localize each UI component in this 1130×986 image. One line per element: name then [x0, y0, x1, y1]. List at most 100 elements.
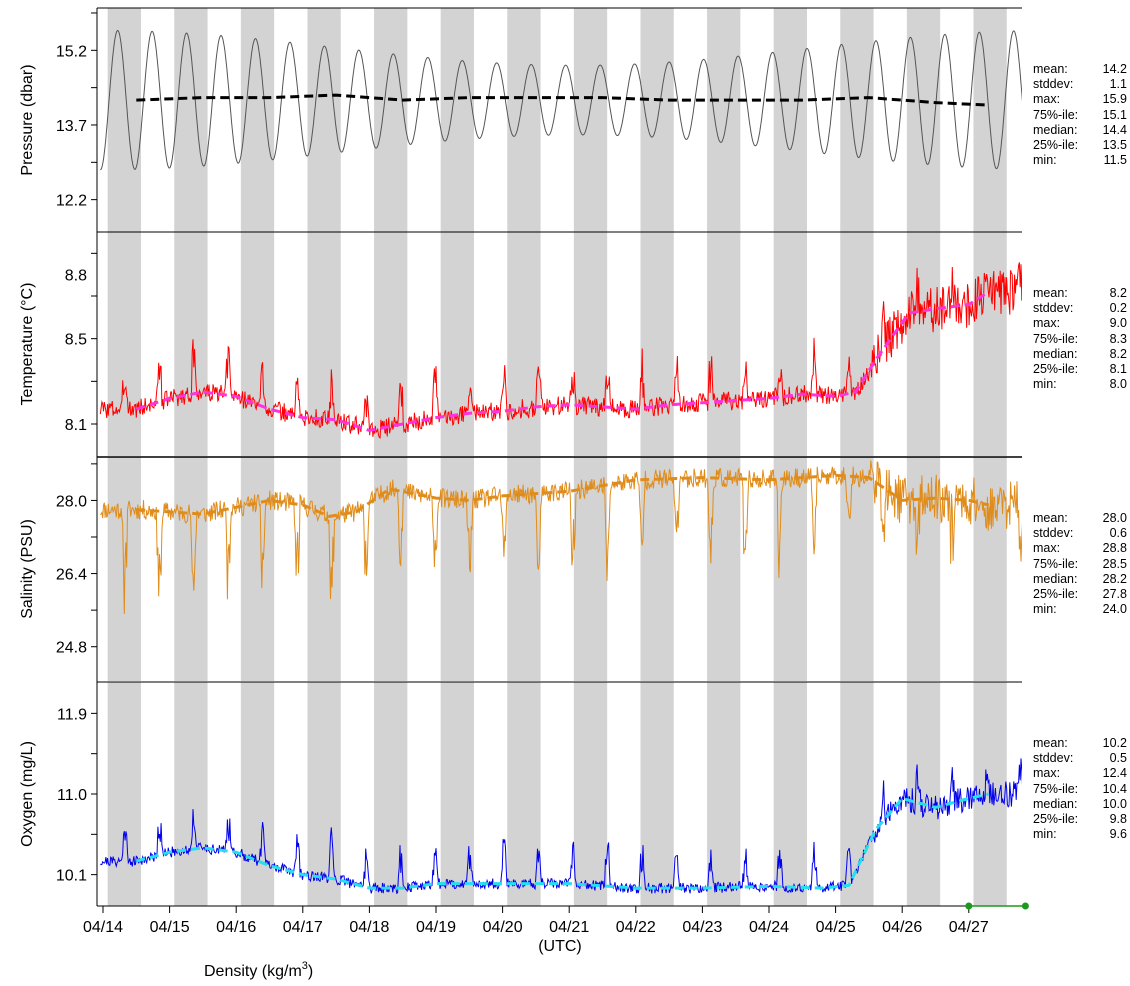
- shade-band: [840, 8, 874, 232]
- y-tick-label: 8.8: [65, 268, 87, 285]
- x-tick-label: 04/23: [682, 919, 722, 936]
- stats-value: 8.1: [1109, 362, 1127, 377]
- stats-value: 14.4: [1102, 122, 1127, 137]
- stats-row: median: 14.4: [1033, 123, 1127, 138]
- shade-band: [773, 232, 807, 456]
- stats-key: median:: [1033, 346, 1078, 361]
- stats-value: 8.2: [1109, 346, 1127, 361]
- shade-band: [773, 8, 807, 232]
- shade-band: [440, 682, 474, 906]
- stats-value: 27.8: [1102, 587, 1127, 602]
- shade-band: [840, 457, 874, 681]
- x-tick-label: 04/16: [216, 919, 256, 936]
- stats-oxygen: mean: 10.2 stddev: 0.5 max: 12.4 75%-ile: 10.4 m…: [1033, 736, 1127, 842]
- stats-pressure: mean: 14.2 stddev: 1.1 max: 15.9 75%-ile: 15.1 m…: [1033, 62, 1127, 168]
- shade-band: [707, 8, 741, 232]
- panel-oxygen: 10.1 11.0 11.9 Oxygen (mg/L): [19, 681, 1022, 906]
- shade-band: [973, 8, 1007, 232]
- stats-value: 8.2: [1109, 286, 1127, 300]
- stats-row: 25%-ile: 27.8: [1033, 587, 1127, 602]
- shade-band: [107, 232, 141, 456]
- stats-row: min: 11.5: [1033, 153, 1127, 168]
- series-temperature-raw: [99, 262, 1022, 439]
- stats-row: 25%-ile: 13.5: [1033, 138, 1127, 153]
- stats-row: stddev: 0.2: [1033, 301, 1127, 316]
- y-tick-label: 11.0: [57, 787, 87, 804]
- shade-band: [507, 232, 541, 456]
- stats-key: min:: [1033, 827, 1057, 842]
- shade-bands: [107, 8, 1007, 232]
- stats-key: min:: [1033, 377, 1057, 392]
- stats-key: stddev:: [1033, 526, 1074, 541]
- y-tick-label: 12.2: [56, 193, 87, 210]
- stats-value: 24.0: [1102, 602, 1127, 617]
- stats-key: median:: [1033, 796, 1078, 811]
- stats-row: mean: 28.0: [1033, 511, 1127, 526]
- shade-band: [240, 682, 275, 906]
- y-axis-label: Pressure (dbar): [19, 64, 36, 175]
- stats-key: max:: [1033, 541, 1061, 556]
- stats-row: median: 8.2: [1033, 347, 1127, 362]
- stats-row: min: 24.0: [1033, 602, 1127, 617]
- shade-band: [906, 232, 941, 456]
- x-tick-label: 04/19: [416, 919, 456, 936]
- stats-row: 75%-ile: 15.1: [1033, 108, 1127, 123]
- x-tick-label: 04/15: [150, 919, 190, 936]
- x-tick-label: 04/22: [616, 919, 656, 936]
- panel-temperature: 8.1 8.5 8.8 Temperature (°C): [19, 231, 1022, 456]
- stats-row: mean: 8.2: [1033, 286, 1127, 301]
- y-tick-label: 8.5: [65, 332, 87, 349]
- y-tick-label: 24.8: [56, 640, 87, 657]
- shade-band: [573, 682, 608, 906]
- stats-key: 25%-ile:: [1033, 812, 1079, 827]
- shade-band: [174, 457, 208, 681]
- stats-key: max:: [1033, 92, 1061, 107]
- shade-band: [707, 682, 741, 906]
- stats-row: median: 28.2: [1033, 572, 1127, 587]
- stats-key: max:: [1033, 316, 1061, 331]
- shade-band: [640, 682, 674, 906]
- shade-band: [640, 232, 674, 456]
- x-tick-label: 04/21: [549, 919, 589, 936]
- stats-row: 75%-ile: 10.4: [1033, 782, 1127, 797]
- stats-key: median:: [1033, 571, 1078, 586]
- x-tick-label: 04/25: [816, 919, 856, 936]
- x-tick-label: 04/14: [83, 919, 123, 936]
- stats-salinity: mean: 28.0 stddev: 0.6 max: 28.8 75%-ile: 28.5 m…: [1033, 511, 1127, 617]
- stats-value: 15.9: [1102, 92, 1127, 107]
- stats-value: 0.2: [1109, 301, 1127, 316]
- stats-row: mean: 10.2: [1033, 736, 1127, 751]
- stats-key: median:: [1033, 122, 1078, 137]
- shade-bands: [107, 682, 1007, 906]
- stats-value: 13.5: [1102, 138, 1127, 153]
- stats-row: 75%-ile: 28.5: [1033, 557, 1127, 572]
- shade-band: [573, 232, 608, 456]
- stats-key: 75%-ile:: [1033, 556, 1079, 571]
- stats-key: 75%-ile:: [1033, 331, 1079, 346]
- shade-band: [240, 457, 275, 681]
- stats-key: mean:: [1033, 511, 1068, 525]
- stats-row: max: 15.9: [1033, 92, 1127, 107]
- stats-row: max: 28.8: [1033, 541, 1127, 556]
- stats-value: 9.6: [1109, 827, 1127, 842]
- stats-row: min: 9.6: [1033, 827, 1127, 842]
- stats-key: 25%-ile:: [1033, 587, 1079, 602]
- stats-key: stddev:: [1033, 751, 1074, 766]
- y-axis: 10.1 11.0 11.9: [56, 706, 97, 885]
- series-pressure-mean: [136, 93, 989, 107]
- y-tick-label: 26.4: [56, 567, 87, 584]
- stats-value: 10.2: [1102, 736, 1127, 750]
- stats-value: 11.5: [1103, 153, 1127, 168]
- x-axis-label: (UTC): [538, 938, 582, 955]
- shade-band: [374, 232, 408, 456]
- stats-value: 0.6: [1109, 526, 1127, 541]
- stats-row: 75%-ile: 8.3: [1033, 332, 1127, 347]
- stats-key: 75%-ile:: [1033, 781, 1079, 796]
- shade-band: [707, 457, 741, 681]
- stats-value: 8.0: [1109, 377, 1127, 392]
- shade-band: [107, 682, 141, 906]
- shade-band: [240, 8, 275, 232]
- y-axis: 24.8 26.4 28.0: [56, 463, 97, 657]
- stats-key: min:: [1033, 602, 1057, 617]
